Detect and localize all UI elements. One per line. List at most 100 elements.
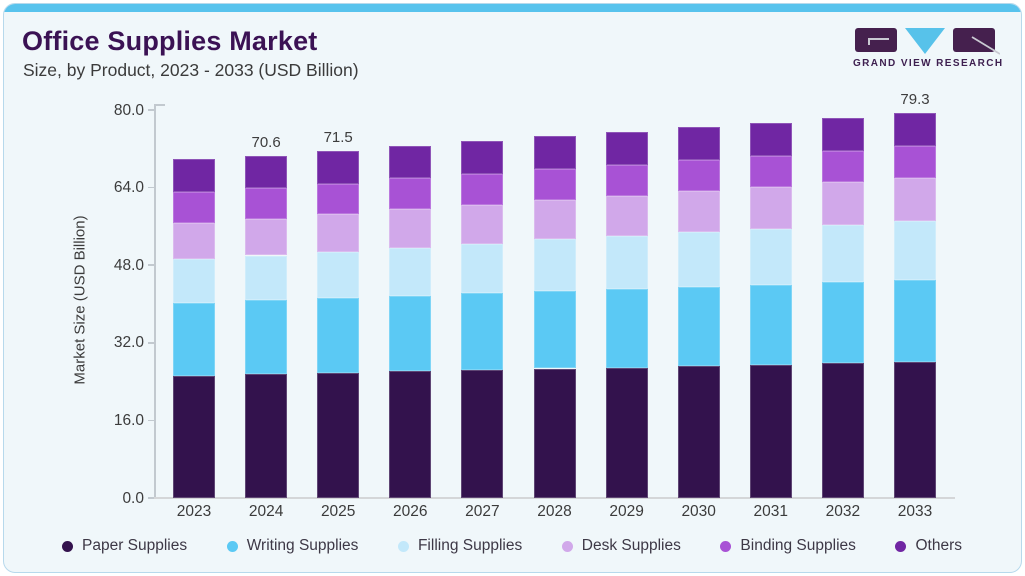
y-tick-label: 80.0 [113,101,144,119]
bar-segment [389,295,432,372]
bar-segment [245,188,288,219]
bar-segment [173,302,215,376]
x-tick-label: 2024 [248,503,284,520]
y-tick-mark [148,497,154,499]
legend-dot-icon [561,540,573,552]
bar-segment [894,279,936,362]
y-axis-title: Market Size (USD Billion) [71,215,89,385]
legend-label: Paper Supplies [82,537,188,554]
bar-segment [461,204,504,244]
bar-segment [821,150,864,183]
y-tick-mark [148,419,154,422]
bar-segment [317,183,360,215]
y-tick-label: 0.0 [122,489,144,507]
bar-segment [173,375,215,498]
legend: Paper Supplies Writing Supplies Filling Su… [62,537,962,555]
bar-segment [677,286,720,367]
legend-item: Desk Supplies [561,537,681,555]
legend-label: Desk Supplies [581,537,681,554]
bar-segment [389,209,432,248]
bar-segment [605,131,648,165]
bar-segment [605,288,648,368]
y-tick-label: 64.0 [113,179,144,197]
bar-segment [245,155,288,189]
chart-card [3,3,1022,573]
bar-segment [749,284,792,365]
x-tick-label: 2028 [537,503,572,520]
bar-segment [317,372,360,498]
bar-segment [894,146,936,178]
bar-segment [821,182,864,225]
bar-segment [749,364,792,498]
legend-label: Others [915,537,962,554]
x-tick-label: 2030 [681,503,716,520]
bar-segment [389,371,432,498]
bar-segment [533,290,576,369]
bar-segment [605,164,648,196]
bar-segment [389,145,432,179]
x-tick-label: 2031 [753,503,789,520]
legend-item: Others [895,537,962,555]
bar-segment [317,214,360,253]
legend-label: Writing Supplies [246,537,359,554]
bar-segment [894,177,936,222]
bar-segment [821,224,864,283]
y-tick-label: 16.0 [113,411,144,429]
bar-segment [389,178,432,210]
bar-segment [173,159,215,192]
legend-item: Paper Supplies [62,537,187,555]
bar-segment [677,190,720,233]
gvr-logo-icon [855,28,1000,55]
brand-logo: GRAND VIEW RESEARCH [853,27,1002,73]
bar-segment [677,366,720,498]
legend-label: Filling Supplies [417,537,523,554]
bar-segment [821,282,864,364]
legend-dot-icon [226,540,238,552]
x-tick-label: 2023 [176,503,212,520]
bar-segment [677,232,720,287]
bar-segment [317,252,360,299]
bar-segment [605,236,648,289]
legend-label: Binding Supplies [740,537,856,554]
x-tick-label: 2025 [320,503,356,520]
x-tick-label: 2033 [897,503,933,520]
y-tick-mark [148,109,154,111]
bar-segment [533,168,576,200]
bar-segment [317,298,360,373]
bar-segment [605,367,648,498]
bar-segment [533,239,576,291]
bar-segment [461,243,504,294]
bar-segment [173,191,215,223]
bar-total-label: 70.6 [251,133,281,151]
legend-item: Writing Supplies [226,537,359,555]
x-tick-label: 2026 [393,503,428,520]
bar-segment [245,300,288,375]
bar-segment [461,173,504,205]
page-title: Office Supplies Market [22,26,318,56]
bar-segment [749,122,792,156]
y-tick-mark [148,186,154,189]
bar-segment [894,113,936,147]
bar-segment [677,159,720,191]
y-tick-mark [148,264,154,266]
bar-segment [605,195,648,237]
bar-segment [749,228,792,285]
bar-segment [173,222,215,259]
bar-segment [317,151,360,184]
bar-segment [533,199,576,240]
bar-segment [894,361,936,498]
bar-segment [389,247,432,296]
x-tick-label: 2029 [609,503,644,520]
legend-item: Filling Supplies [397,537,523,555]
legend-item: Binding Supplies [720,537,856,555]
bar-segment [461,141,504,174]
bar-segment [245,374,288,498]
bar-segment [677,126,720,160]
page-subtitle: Size, by Product, 2023 - 2033 (USD Billi… [23,60,359,80]
legend-dot-icon [720,540,732,552]
y-axis-cap [154,104,165,106]
x-tick-label: 2032 [825,503,861,520]
bar-segment [894,221,936,280]
legend-dot-icon [62,540,73,552]
